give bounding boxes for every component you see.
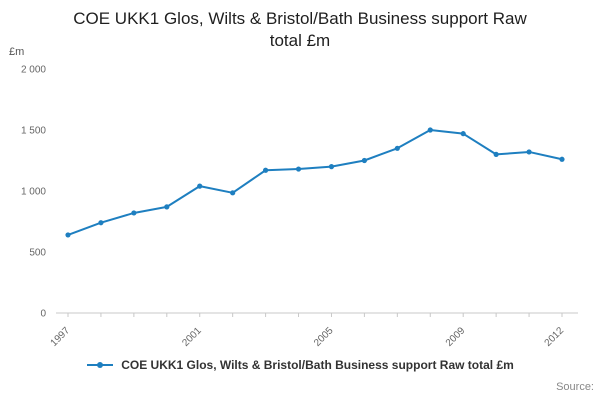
x-axis-tick-label: 2012 <box>543 325 567 349</box>
x-axis-tick-label: 2001 <box>180 325 204 349</box>
data-point-marker <box>98 220 104 226</box>
legend-marker-icon <box>87 362 114 368</box>
y-axis-tick-label: 1 000 <box>21 187 46 198</box>
series-line <box>67 129 563 236</box>
data-point-marker <box>361 157 367 164</box>
x-axis-tick-label: 2009 <box>444 325 468 349</box>
data-point-marker <box>526 149 532 155</box>
y-axis-tick-label: 1 500 <box>21 126 46 137</box>
y-axis-tick-label: 500 <box>29 248 46 259</box>
y-axis-tick-label: 2 000 <box>21 65 46 76</box>
data-point-marker <box>427 127 433 133</box>
data-point-marker <box>559 156 565 162</box>
data-point-marker <box>65 232 71 238</box>
data-point-marker <box>263 167 269 173</box>
line-chart: 0 500 1 000 1 500 2 000 1997 2001 2005 2009 2012 <box>21 65 578 349</box>
data-point-marker <box>328 164 335 170</box>
data-point-marker <box>493 151 499 157</box>
data-point-marker <box>295 166 302 172</box>
chart-legend: COE UKK1 Glos, Wilts & Bristol/Bath Busi… <box>0 358 600 372</box>
source-label: Source: <box>556 381 594 393</box>
x-axis-tick-label: 2005 <box>312 325 336 349</box>
y-axis-tick-label: 0 <box>40 309 46 320</box>
data-point-marker <box>197 183 203 189</box>
data-point-marker <box>131 210 137 216</box>
y-axis-unit-label: £m <box>9 46 25 58</box>
data-point-marker <box>164 204 170 210</box>
legend-label: COE UKK1 Glos, Wilts & Bristol/Bath Busi… <box>121 358 514 372</box>
data-point-marker <box>230 190 236 196</box>
x-axis-tick-label: 1997 <box>49 325 73 349</box>
data-point-marker <box>394 145 400 151</box>
chart-title: COE UKK1 Glos, Wilts & Bristol/Bath Busi… <box>73 9 527 51</box>
legend-dot <box>97 362 104 368</box>
data-point-marker <box>460 131 466 137</box>
